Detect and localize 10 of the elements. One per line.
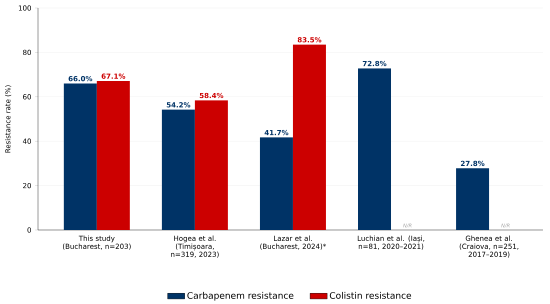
bar — [194, 100, 228, 230]
bar — [292, 44, 326, 230]
bar — [64, 83, 97, 230]
bar — [96, 80, 130, 230]
bar — [456, 168, 490, 230]
bar — [162, 110, 195, 230]
legend-label: Colistin resistance — [330, 292, 412, 299]
legend-label: Carbapenem resistance — [187, 292, 294, 300]
bar — [260, 137, 293, 230]
bar — [358, 68, 392, 230]
